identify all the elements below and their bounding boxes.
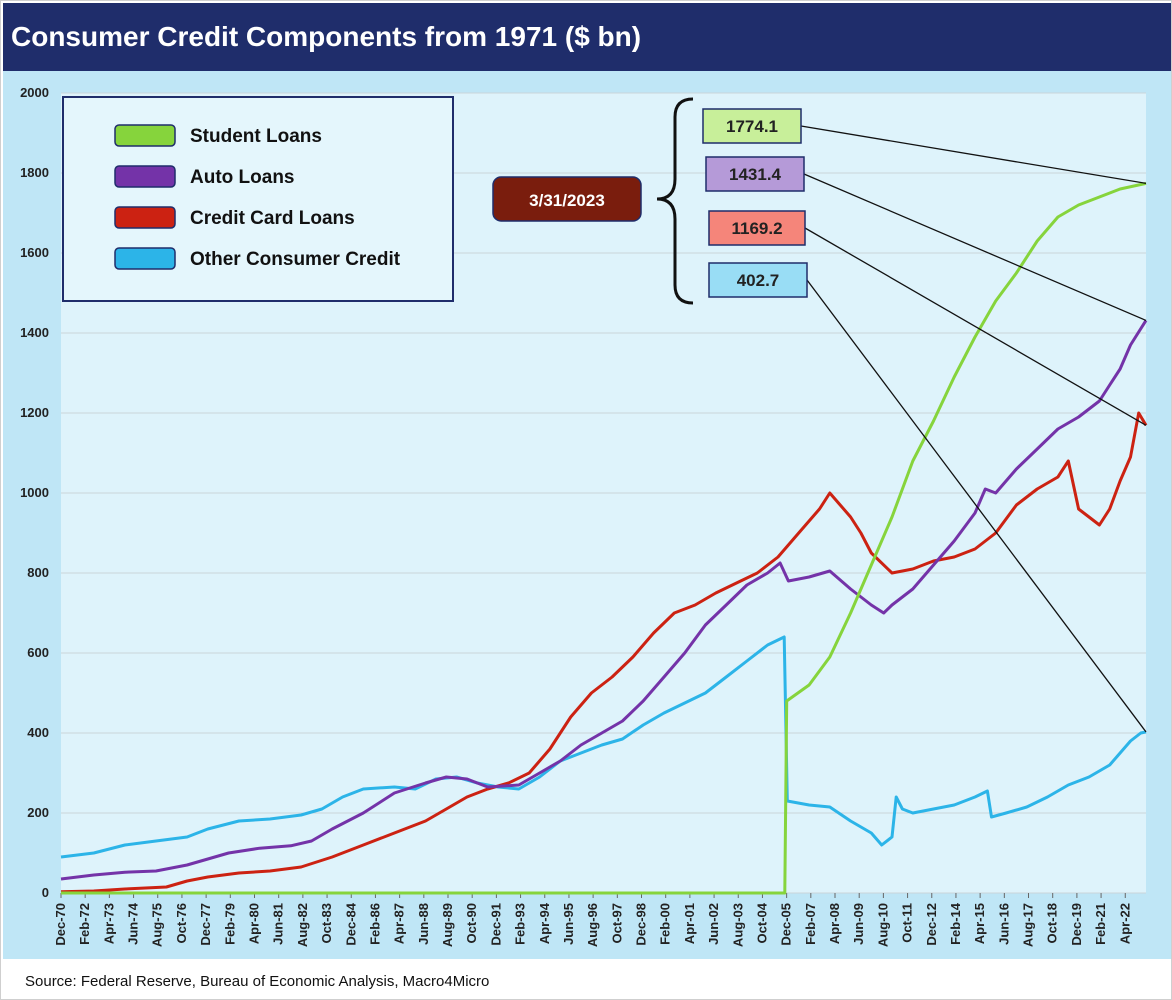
y-tick-label: 1400 (20, 325, 49, 340)
x-tick-label: Aug-17 (1021, 903, 1036, 947)
series-line-student (61, 181, 1147, 895)
x-tick-label: Aug-82 (295, 903, 310, 947)
leader-line (800, 125, 1147, 185)
source-bar: Source: Federal Reserve, Bureau of Econo… (3, 961, 1171, 999)
x-tick-label: Dec-19 (1069, 903, 1084, 946)
x-tick-label: Apr-94 (537, 902, 552, 944)
x-tick-label: Dec-05 (779, 903, 794, 946)
x-tick-label: Jun-09 (851, 903, 866, 945)
y-tick-label: 0 (42, 885, 49, 900)
x-tick-label: Aug-96 (585, 903, 600, 947)
callout-box (702, 108, 802, 144)
x-tick-label: Oct-83 (319, 903, 334, 943)
legend-label: Student Loans (190, 126, 322, 147)
legend-swatch-student (114, 124, 176, 147)
callout-value: 1431.4 (729, 165, 782, 184)
y-tick-label: 2000 (20, 85, 49, 100)
y-tick-label: 200 (27, 805, 49, 820)
callout-brace (656, 97, 694, 305)
series-line-credit-card (60, 411, 1148, 894)
callout-box (708, 210, 806, 246)
callout-box (705, 156, 805, 192)
x-tick-label: Oct-18 (1045, 903, 1060, 943)
chart-svg: 0 200 400 600 800 1000 1200 1400 1600 1800 2000 Dec… (20, 85, 1148, 947)
x-tick-label: Jun-88 (416, 903, 431, 945)
x-tick-label: Jun-74 (126, 902, 141, 945)
x-tick-label: Apr-08 (827, 903, 842, 944)
x-tick-label: Aug-75 (150, 903, 165, 947)
date-annotation: 3/31/2023 (492, 176, 642, 222)
x-tick-label: Oct-90 (464, 903, 479, 943)
x-tick-label: Dec-77 (198, 903, 213, 946)
legend-label: Other Consumer Credit (190, 249, 401, 270)
x-tick-label: Apr-01 (682, 903, 697, 944)
legend-swatch-credit-card (114, 206, 176, 229)
callout-value: 1774.1 (726, 117, 778, 136)
x-tick-label: Jun-81 (271, 903, 286, 945)
callout-auto: 1431.4 (705, 156, 1147, 322)
x-tick-label: Feb-79 (222, 903, 237, 945)
y-tick-label: 1800 (20, 165, 49, 180)
date-label: 3/31/2023 (529, 191, 605, 210)
x-tick-label: Oct-97 (609, 903, 624, 943)
chart-title: Consumer Credit Components from 1971 ($ … (11, 21, 642, 52)
y-tick-label: 1000 (20, 485, 49, 500)
leader-line (804, 227, 1147, 426)
x-tick-label: Apr-87 (392, 903, 407, 944)
x-tick-label: Feb-93 (513, 903, 528, 945)
leader-line (803, 173, 1147, 322)
x-tick-label: Jun-02 (706, 903, 721, 945)
callout-student: 1774.1 (702, 108, 1147, 185)
callout-other: 402.7 (708, 262, 1147, 733)
x-tick-label: Dec-12 (924, 903, 939, 946)
x-tick-label: Dec-84 (343, 902, 358, 945)
x-tick-label: Feb-14 (948, 902, 963, 945)
y-tick-label: 600 (27, 645, 49, 660)
x-tick-label: Feb-21 (1093, 903, 1108, 945)
legend-swatch-other (114, 247, 176, 270)
x-tick-label: Jun-16 (996, 903, 1011, 945)
x-tick-label: Feb-72 (77, 903, 92, 945)
callout-box (708, 262, 808, 298)
x-tick-label: Apr-22 (1117, 903, 1132, 944)
callout-credit-card: 1169.2 (708, 210, 1147, 426)
x-tick-label: Apr-73 (101, 903, 116, 944)
y-tick-label: 400 (27, 725, 49, 740)
legend-swatch-auto (114, 165, 176, 188)
x-tick-label: Oct-11 (900, 903, 915, 943)
x-tick-label: Jun-95 (561, 903, 576, 945)
x-tick-label: Aug-10 (875, 903, 890, 947)
chart-area: 0 200 400 600 800 1000 1200 1400 1600 1800 2000 Dec… (3, 71, 1171, 959)
x-tick-label: Apr-15 (972, 903, 987, 944)
x-tick-label: Aug-03 (730, 903, 745, 947)
x-tick-label: Aug-89 (440, 903, 455, 947)
series-line-auto (60, 319, 1148, 881)
x-tick-label: Oct-04 (754, 902, 769, 943)
x-tick-label: Feb-00 (658, 903, 673, 945)
legend-label: Auto Loans (190, 167, 295, 188)
callout-value: 1169.2 (731, 219, 782, 238)
source-note: Source: Federal Reserve, Bureau of Econo… (25, 973, 490, 990)
legend: Student Loans Auto Loans Credit Card Loans… (62, 96, 454, 302)
callout-value: 402.7 (737, 271, 780, 290)
x-tick-label: Oct-76 (174, 903, 189, 943)
series-line-other (60, 635, 1147, 859)
x-tick-label: Feb-86 (367, 903, 382, 945)
y-tick-label: 800 (27, 565, 49, 580)
x-tick-label: Apr-80 (246, 903, 261, 944)
x-tick-label: Dec-91 (488, 903, 503, 946)
date-box (492, 176, 642, 222)
leader-line (806, 279, 1147, 733)
title-bar: Consumer Credit Components from 1971 ($ … (3, 3, 1171, 71)
y-tick-label: 1600 (20, 245, 49, 260)
legend-label: Credit Card Loans (190, 208, 355, 229)
x-tick-label: Dec-70 (53, 903, 68, 946)
x-tick-label: Feb-07 (803, 903, 818, 945)
x-tick-label: Dec-98 (634, 903, 649, 946)
y-tick-label: 1200 (20, 405, 49, 420)
